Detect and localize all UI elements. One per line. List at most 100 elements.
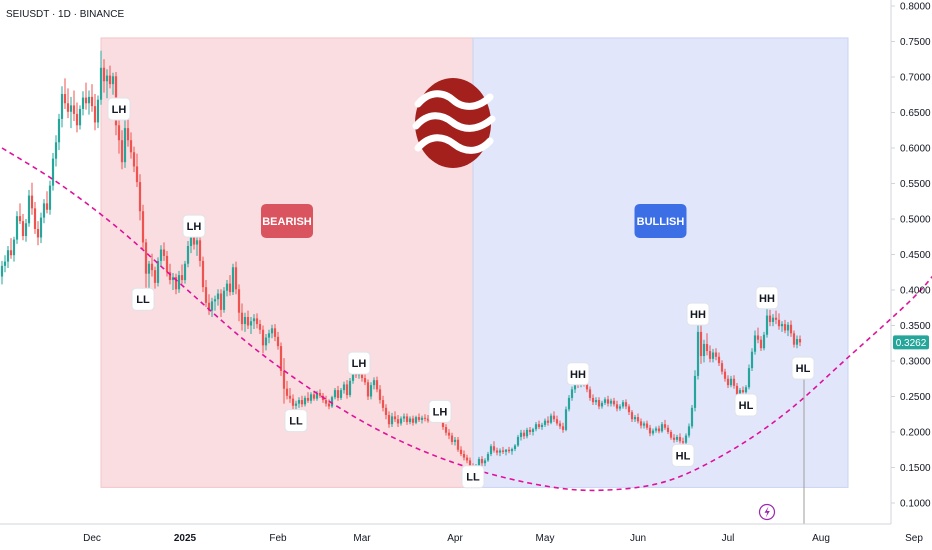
- candle[interactable]: [369, 382, 373, 400]
- lightning-icon[interactable]: [758, 503, 776, 521]
- candle[interactable]: [42, 199, 46, 224]
- candle[interactable]: [12, 236, 16, 262]
- candle[interactable]: [342, 381, 346, 394]
- candle[interactable]: [552, 411, 556, 423]
- swing-label-ll[interactable]: LL: [284, 409, 308, 433]
- candle[interactable]: [3, 255, 7, 273]
- candle[interactable]: [399, 416, 403, 426]
- price-axis[interactable]: 0.8000 0.7500 0.7000 0.6500 0.6000 0.5500 0.50…: [891, 2, 931, 510]
- candle[interactable]: [57, 113, 61, 151]
- candle[interactable]: [798, 335, 802, 347]
- candle[interactable]: [696, 316, 700, 380]
- candle[interactable]: [372, 377, 376, 390]
- candle[interactable]: [285, 380, 289, 400]
- candle[interactable]: [159, 245, 163, 266]
- candle[interactable]: [336, 385, 340, 401]
- candle[interactable]: [540, 422, 544, 430]
- candle[interactable]: [210, 297, 214, 317]
- candle[interactable]: [426, 414, 430, 423]
- candle[interactable]: [492, 441, 496, 453]
- candle[interactable]: [669, 429, 673, 440]
- candle[interactable]: [795, 335, 799, 349]
- candle[interactable]: [480, 456, 484, 467]
- candle[interactable]: [654, 426, 658, 433]
- candle[interactable]: [393, 411, 397, 423]
- candle[interactable]: [348, 378, 352, 398]
- candle[interactable]: [231, 263, 235, 295]
- candle[interactable]: [240, 303, 244, 331]
- candle[interactable]: [45, 191, 49, 214]
- candle[interactable]: [564, 406, 568, 432]
- candle[interactable]: [234, 261, 238, 295]
- candle[interactable]: [306, 392, 310, 403]
- candle[interactable]: [513, 444, 517, 452]
- candle[interactable]: [483, 458, 487, 467]
- swing-label-hh[interactable]: HH: [566, 362, 590, 386]
- candle[interactable]: [90, 84, 94, 112]
- candle[interactable]: [204, 280, 208, 308]
- candle[interactable]: [141, 204, 145, 249]
- candle[interactable]: [759, 336, 763, 352]
- candle[interactable]: [171, 272, 175, 290]
- candle[interactable]: [666, 424, 670, 435]
- candle[interactable]: [789, 320, 793, 337]
- candle[interactable]: [162, 242, 166, 261]
- swing-label-hl[interactable]: HL: [791, 356, 815, 380]
- candle[interactable]: [639, 418, 643, 429]
- candle[interactable]: [138, 174, 142, 221]
- candle[interactable]: [405, 413, 409, 425]
- candle[interactable]: [198, 236, 202, 267]
- candle[interactable]: [123, 116, 127, 168]
- candle[interactable]: [309, 392, 313, 404]
- candle[interactable]: [84, 82, 88, 110]
- candle[interactable]: [96, 95, 100, 129]
- candle[interactable]: [252, 314, 256, 330]
- candle[interactable]: [408, 416, 412, 425]
- candle[interactable]: [627, 404, 631, 415]
- candle[interactable]: [417, 413, 421, 423]
- candle[interactable]: [99, 50, 103, 105]
- swing-label-hh[interactable]: HH: [686, 302, 710, 326]
- candle[interactable]: [792, 330, 796, 348]
- candle[interactable]: [588, 386, 592, 401]
- candle[interactable]: [609, 398, 613, 407]
- candle[interactable]: [303, 395, 307, 407]
- candle[interactable]: [237, 284, 241, 322]
- candle[interactable]: [444, 424, 448, 436]
- candle[interactable]: [606, 395, 610, 407]
- candle[interactable]: [63, 78, 67, 109]
- candle[interactable]: [546, 416, 550, 426]
- candle[interactable]: [615, 400, 619, 412]
- candle[interactable]: [318, 389, 322, 398]
- candle[interactable]: [207, 294, 211, 315]
- candle[interactable]: [762, 331, 766, 351]
- candle[interactable]: [612, 397, 616, 407]
- candle[interactable]: [6, 245, 10, 268]
- candle[interactable]: [603, 397, 607, 406]
- candle[interactable]: [702, 339, 706, 363]
- candle[interactable]: [39, 212, 43, 244]
- candle[interactable]: [705, 333, 709, 356]
- candle[interactable]: [270, 324, 274, 339]
- candle[interactable]: [27, 189, 31, 227]
- candle[interactable]: [111, 72, 115, 95]
- candle[interactable]: [777, 313, 781, 330]
- candle[interactable]: [690, 405, 694, 429]
- candle[interactable]: [678, 433, 682, 444]
- candle[interactable]: [333, 387, 337, 400]
- candle[interactable]: [147, 260, 151, 292]
- swing-label-lh[interactable]: LH: [347, 351, 371, 375]
- candle[interactable]: [135, 153, 139, 188]
- candle[interactable]: [60, 86, 64, 128]
- candle[interactable]: [279, 342, 283, 376]
- candle[interactable]: [726, 375, 730, 388]
- candle[interactable]: [387, 411, 391, 428]
- candle[interactable]: [324, 395, 328, 407]
- candle[interactable]: [150, 253, 154, 277]
- candle[interactable]: [447, 429, 451, 440]
- candle[interactable]: [519, 429, 523, 441]
- candle[interactable]: [201, 256, 205, 293]
- candle[interactable]: [423, 414, 427, 422]
- candle[interactable]: [219, 289, 223, 317]
